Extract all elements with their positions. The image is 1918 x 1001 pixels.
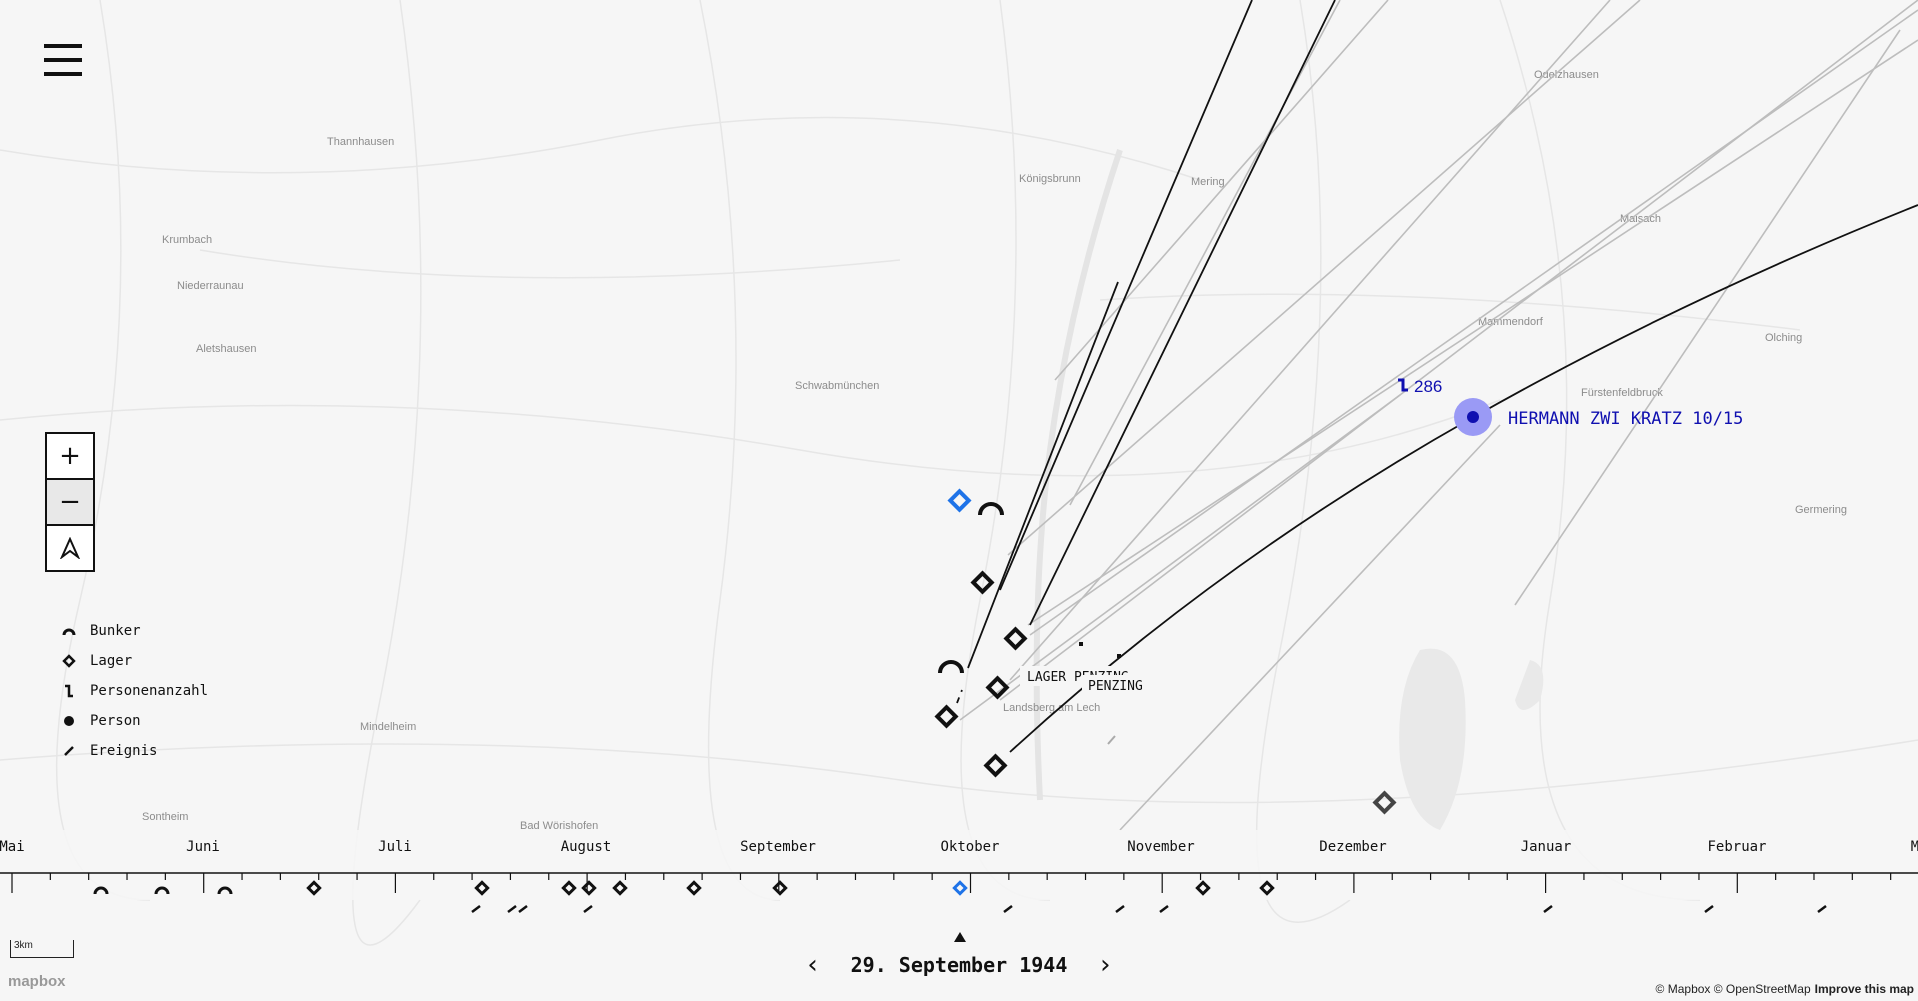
legend-label: Lager [90, 653, 133, 669]
lager-marker [985, 675, 1010, 700]
penzing-label: PENZING [1088, 679, 1143, 694]
place-label: Fürstenfeldbruck [1581, 387, 1663, 399]
timeline-markers[interactable] [93, 880, 1275, 896]
timeline-bunker [93, 886, 109, 895]
lager-marker [1003, 626, 1028, 651]
map-markers[interactable] [934, 488, 1397, 815]
person-icon [60, 714, 78, 728]
bunker-marker [938, 660, 964, 674]
routes-light [959, 0, 1918, 831]
timeline-month: Juni [186, 839, 220, 855]
timeline-month: Februar [1707, 839, 1766, 855]
mapbox-logo[interactable]: mapbox [8, 973, 66, 990]
lager-marker [983, 753, 1008, 778]
legend-item: Bunker [60, 616, 208, 646]
place-label: Aletshausen [196, 343, 257, 355]
timeline-lager [772, 880, 788, 896]
lager-marker [970, 570, 995, 595]
timeline-month: November [1127, 839, 1194, 855]
timeline-lager [561, 880, 577, 896]
timeline-lager [581, 880, 597, 896]
routes-dark [956, 0, 1918, 753]
next-date-button[interactable]: › [1100, 950, 1111, 980]
navigation-icon [60, 537, 80, 559]
place-label: Krumbach [162, 234, 212, 246]
timeline-month: Dezember [1319, 839, 1386, 855]
legend-item: Person [60, 706, 208, 736]
timeline-month: August [561, 839, 612, 855]
attribution: © Mapbox © OpenStreetMap Improve this map [1656, 982, 1914, 996]
place-label: Sontheim [142, 811, 188, 823]
legend-label: Personenanzahl [90, 683, 209, 699]
timeline-month: Januar [1521, 839, 1572, 855]
date-navigation: ‹ 29. September 1944 › [0, 950, 1918, 980]
lager-marker [934, 704, 959, 729]
timeline-bunker [154, 886, 170, 895]
personenanzahl-marker: 286 [1398, 377, 1442, 396]
legend-item: Ereignis [60, 736, 208, 766]
bunker-icon [60, 626, 78, 636]
lager-marker-grey [1372, 790, 1397, 815]
menu-button[interactable] [44, 44, 82, 78]
current-date: 29. September 1944 [850, 953, 1068, 977]
legend-label: Bunker [90, 623, 141, 639]
place-label: Königsbrunn [1019, 173, 1081, 185]
timeline-lager [686, 880, 702, 896]
timeline-ereignisse[interactable] [471, 905, 1827, 913]
place-label: Bad Wörishofen [520, 820, 598, 832]
bunker-marker [978, 502, 1004, 516]
place-label: Mering [1191, 176, 1225, 188]
timeline-bunker [217, 886, 233, 895]
place-label: Germering [1795, 504, 1847, 516]
compass-button[interactable] [47, 524, 93, 570]
scale-bar: 3km [10, 940, 74, 958]
person-label[interactable]: HERMANN ZWI KRATZ 10/15 [1508, 409, 1743, 429]
zoom-out-button[interactable]: − [47, 478, 93, 524]
timeline-month: September [740, 839, 816, 855]
place-label: Schwabmünchen [795, 380, 879, 392]
place-label: Niederraunau [177, 280, 244, 292]
legend-label: Person [90, 713, 141, 729]
attribution-copyright[interactable]: © Mapbox © OpenStreetMap [1655, 982, 1811, 996]
place-label: Mindelheim [360, 721, 416, 733]
previous-date-button[interactable]: ‹ [807, 950, 818, 980]
timeline-lager [612, 880, 628, 896]
timeline-month: Mai [0, 839, 25, 855]
timeline-cursor[interactable] [954, 932, 966, 942]
personenanzahl-icon [60, 684, 78, 698]
legend-label: Ereignis [90, 743, 158, 759]
timeline-month: M [1911, 839, 1918, 855]
timeline-lager [1259, 880, 1275, 896]
timeline-lager [306, 880, 322, 896]
legend-item: Personenanzahl [60, 676, 208, 706]
zoom-in-button[interactable]: + [59, 441, 81, 471]
legend: Bunker Lager Personenanzahl Person Ereig… [60, 616, 208, 766]
person-marker[interactable] [1454, 398, 1492, 436]
improve-map-link[interactable]: Improve this map [1814, 982, 1914, 996]
legend-item: Lager [60, 646, 208, 676]
timeline-month: Oktober [940, 839, 999, 855]
lager-marker-selected [947, 488, 972, 513]
place-label: Landsberg am Lech [1003, 702, 1100, 714]
zoom-controls: + − [45, 432, 95, 572]
timeline-lager-selected [952, 880, 968, 896]
person-count: 286 [1414, 377, 1442, 396]
timeline-lager [474, 880, 490, 896]
place-label: Olching [1765, 332, 1802, 344]
ereignis-icon [60, 744, 78, 758]
lager-icon [60, 654, 78, 668]
place-label: Thannhausen [327, 136, 394, 148]
place-labels: Thannhausen Krumbach Niederraunau Aletsh… [142, 69, 1847, 832]
timeline-lager [1195, 880, 1211, 896]
timeline-month: Juli [378, 839, 412, 855]
